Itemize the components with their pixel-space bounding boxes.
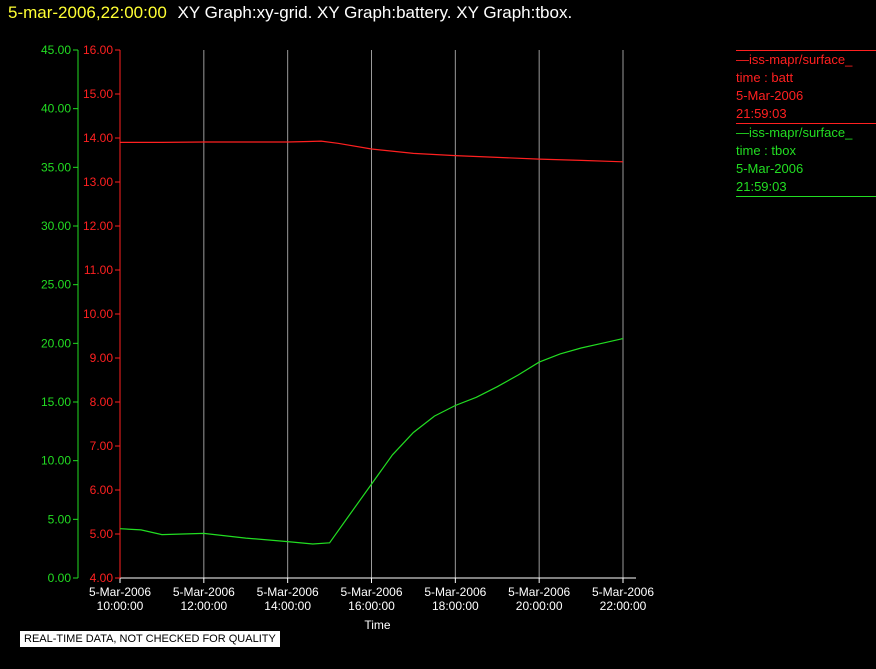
y-outer-tick-label: 15.00 bbox=[41, 395, 71, 409]
legend-date-batt: 5-Mar-2006 bbox=[736, 88, 804, 103]
y-inner-tick-label: 15.00 bbox=[83, 87, 113, 101]
legend-label-tbox: time : tbox bbox=[736, 143, 796, 158]
x-tick-label-time: 12:00:00 bbox=[180, 599, 227, 613]
y-inner-tick-label: 16.00 bbox=[83, 43, 113, 57]
x-tick-label-date: 5-Mar-2006 bbox=[173, 585, 235, 599]
y-outer-tick-label: 20.00 bbox=[41, 336, 71, 350]
header-timestamp: 5-mar-2006,22:00:00 bbox=[8, 3, 167, 22]
x-tick-label-date: 5-Mar-2006 bbox=[257, 585, 319, 599]
y-inner-tick-label: 7.00 bbox=[90, 439, 114, 453]
series-line-batt bbox=[120, 140, 624, 163]
y-outer-tick-label: 35.00 bbox=[41, 160, 71, 174]
x-tick-label-date: 5-Mar-2006 bbox=[340, 585, 402, 599]
y-outer-tick-label: 10.00 bbox=[41, 454, 71, 468]
y-outer-tick-label: 25.00 bbox=[41, 278, 71, 292]
quality-disclaimer: REAL-TIME DATA, NOT CHECKED FOR QUALITY bbox=[20, 631, 280, 647]
x-tick-label-time: 22:00:00 bbox=[600, 599, 647, 613]
y-outer-tick-label: 40.00 bbox=[41, 102, 71, 116]
legend-source-batt: —iss-mapr/surface_ bbox=[736, 52, 853, 67]
legend-entry-tbox[interactable]: —iss-mapr/surface_ time : tbox 5-Mar-200… bbox=[736, 124, 876, 197]
x-tick-label-date: 5-Mar-2006 bbox=[89, 585, 151, 599]
legend-label-batt: time : batt bbox=[736, 70, 794, 85]
legend: —iss-mapr/surface_ time : batt 5-Mar-200… bbox=[736, 50, 876, 197]
y-outer-tick-label: 45.00 bbox=[41, 43, 71, 57]
x-axis-label: Time bbox=[364, 618, 391, 632]
y-inner-tick-label: 14.00 bbox=[83, 131, 113, 145]
x-tick-label-date: 5-Mar-2006 bbox=[508, 585, 570, 599]
y-inner-tick-label: 11.00 bbox=[84, 263, 113, 277]
x-tick-label-time: 10:00:00 bbox=[97, 599, 144, 613]
y-outer-tick-label: 30.00 bbox=[41, 219, 71, 233]
y-inner-tick-label: 10.00 bbox=[83, 307, 113, 321]
x-tick-label-time: 20:00:00 bbox=[516, 599, 563, 613]
x-tick-label-date: 5-Mar-2006 bbox=[424, 585, 486, 599]
legend-time-tbox: 21:59:03 bbox=[736, 179, 787, 194]
legend-source-tbox: —iss-mapr/surface_ bbox=[736, 125, 853, 140]
header: 5-mar-2006,22:00:00 XY Graph:xy-grid. XY… bbox=[8, 3, 572, 23]
x-tick-label-time: 16:00:00 bbox=[348, 599, 395, 613]
y-inner-tick-label: 5.00 bbox=[90, 527, 114, 541]
legend-entry-batt[interactable]: —iss-mapr/surface_ time : batt 5-Mar-200… bbox=[736, 50, 876, 124]
y-inner-tick-label: 8.00 bbox=[90, 395, 114, 409]
legend-date-tbox: 5-Mar-2006 bbox=[736, 161, 804, 176]
header-titles: XY Graph:xy-grid. XY Graph:battery. XY G… bbox=[177, 3, 573, 22]
y-inner-tick-label: 6.00 bbox=[90, 483, 114, 497]
x-tick-label-time: 14:00:00 bbox=[264, 599, 311, 613]
legend-time-batt: 21:59:03 bbox=[736, 106, 787, 121]
y-inner-tick-label: 13.00 bbox=[83, 175, 113, 189]
y-outer-tick-label: 0.00 bbox=[48, 571, 72, 585]
y-inner-tick-label: 12.00 bbox=[83, 219, 113, 233]
y-inner-tick-label: 9.00 bbox=[90, 351, 114, 365]
y-outer-tick-label: 5.00 bbox=[48, 512, 72, 526]
series-line-tbox bbox=[119, 338, 624, 545]
x-tick-label-time: 18:00:00 bbox=[432, 599, 479, 613]
y-inner-tick-label: 4.00 bbox=[90, 571, 114, 585]
x-tick-label-date: 5-Mar-2006 bbox=[592, 585, 654, 599]
